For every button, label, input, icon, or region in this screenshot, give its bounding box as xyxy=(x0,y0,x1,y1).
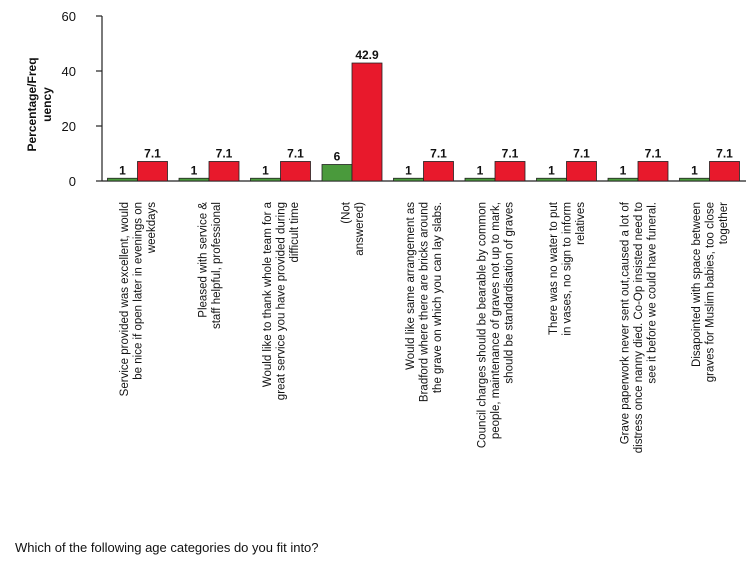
category-label-text: There was no water to put in vases, no si… xyxy=(548,201,587,335)
y-tick-label: 40 xyxy=(62,64,76,79)
category-label-text: Would like to thank whole team for a grea… xyxy=(262,201,301,400)
category-label-line: weekdays xyxy=(146,202,158,254)
category-label: Would like same arrangement as Bradford w… xyxy=(405,202,444,402)
category-label-line: Disapointed with space between xyxy=(691,202,703,367)
category-label-line: people, maintenance of graves not up to … xyxy=(490,202,502,439)
category-label-line: Would like same arrangement as xyxy=(405,202,417,370)
bar-percentage xyxy=(637,161,669,182)
data-label-percentage: 7.1 xyxy=(716,146,733,160)
y-tick-label: 0 xyxy=(69,174,76,189)
bar-percentage xyxy=(280,161,311,182)
category-label-text: Pleased with service & staff helpful, pro… xyxy=(197,202,223,329)
bar-percentage xyxy=(208,161,240,182)
data-label-frequency: 1 xyxy=(405,163,412,177)
data-label-frequency: 1 xyxy=(620,163,627,177)
data-label-percentage: 7.1 xyxy=(144,146,161,160)
data-label-frequency: 1 xyxy=(262,163,269,177)
category-label: Council charges should be bearable by co… xyxy=(477,202,516,448)
data-label-percentage: 7.1 xyxy=(216,146,233,160)
category-label-line: should be standardisation of graves xyxy=(504,202,516,384)
category-label-line: in vases, no sign to inform xyxy=(562,202,574,336)
data-label-frequency: 1 xyxy=(691,163,698,177)
data-label-percentage: 7.1 xyxy=(573,146,590,160)
data-label-frequency: 1 xyxy=(477,163,484,177)
category-label-line: answered) xyxy=(354,202,366,256)
footer-question: Which of the following age categories do… xyxy=(15,540,319,555)
bar-frequency xyxy=(393,177,424,182)
y-axis-label-line: Percentage/Freq xyxy=(25,57,39,151)
category-label-line: be nice if open later in evenings on xyxy=(133,202,145,380)
category-label-text: (Not answered) xyxy=(340,201,366,255)
y-axis-label-line: uency xyxy=(40,87,54,122)
category-label: Disapointed with space between graves for… xyxy=(691,202,730,382)
category-label: Pleased with service & staff helpful, pro… xyxy=(197,202,223,329)
category-label: Would like to thank whole team for a grea… xyxy=(262,201,301,400)
bar-frequency xyxy=(536,177,567,182)
category-label-line: the grave on which you can lay slabs. xyxy=(432,202,444,393)
bar-frequency xyxy=(178,177,210,182)
data-label-frequency: 6 xyxy=(334,150,341,164)
bar-frequency xyxy=(321,164,353,182)
category-label-line: Grave paperwork never sent out,caused a … xyxy=(620,201,632,444)
category-label-text: Grave paperwork never sent out,caused a … xyxy=(620,201,659,453)
category-label-line: distress once nanny died. Co-Op insisted… xyxy=(633,202,645,453)
bar-percentage xyxy=(566,161,597,182)
bar-percentage xyxy=(709,161,740,182)
category-label: There was no water to put in vases, no si… xyxy=(548,201,587,335)
y-tick-label: 20 xyxy=(62,119,76,134)
category-label-line: Bradford where there are bricks around xyxy=(419,202,431,402)
bar-percentage xyxy=(494,161,526,182)
category-label-line: staff helpful, professional xyxy=(211,202,223,329)
category-label-line: graves for Muslim babies, too close xyxy=(705,202,717,382)
category-label-text: Would like same arrangement as Bradford w… xyxy=(405,202,444,402)
data-label-percentage: 7.1 xyxy=(430,146,447,160)
data-label-percentage: 7.1 xyxy=(502,146,519,160)
category-labels: Service provided was excellent, would be … xyxy=(119,201,730,453)
category-label: (Not answered) xyxy=(340,201,366,255)
bar-percentage xyxy=(423,161,454,182)
bar-frequency xyxy=(250,177,281,182)
data-label-percentage: 7.1 xyxy=(645,146,662,160)
y-tick-label: 60 xyxy=(62,9,76,24)
bars xyxy=(107,62,740,182)
data-label-percentage: 42.9 xyxy=(355,48,379,62)
category-label-text: Council charges should be bearable by co… xyxy=(477,202,516,448)
bar-percentage xyxy=(137,161,168,182)
category-label-line: Pleased with service & xyxy=(197,202,209,318)
category-label-line: difficult time xyxy=(289,202,301,263)
data-label-percentage: 7.1 xyxy=(287,146,304,160)
data-label-frequency: 1 xyxy=(119,163,126,177)
category-label-line: Council charges should be bearable by co… xyxy=(477,202,489,448)
bar-frequency xyxy=(107,177,138,182)
category-label-text: Disapointed with space between graves for… xyxy=(691,202,730,382)
category-label-line: Service provided was excellent, would xyxy=(119,202,131,396)
category-label-line: together xyxy=(718,202,730,244)
bar-frequency xyxy=(607,177,639,182)
category-label-line: great service you have provided during xyxy=(276,202,288,400)
y-axis-label: Percentage/Frequency xyxy=(25,57,54,151)
category-label-line: Would like to thank whole team for a xyxy=(262,201,274,387)
category-label-line: There was no water to put xyxy=(548,201,560,335)
category-label-line: relatives xyxy=(575,202,587,245)
data-label-frequency: 1 xyxy=(548,163,555,177)
category-label: Grave paperwork never sent out,caused a … xyxy=(620,201,659,453)
data-label-frequency: 1 xyxy=(191,163,198,177)
bar-frequency xyxy=(679,177,710,182)
data-labels: 1 7.1 1 7.1 1 7.1 6 42.9 1 7.1 1 7.1 1 7.1 1 7.1 1 7.1 xyxy=(119,48,733,177)
category-label: Service provided was excellent, would be … xyxy=(119,202,158,397)
bar-percentage xyxy=(351,62,383,182)
category-label-line: see it before we could have funeral. xyxy=(647,202,659,384)
bar-frequency xyxy=(464,177,496,182)
category-label-line: (Not xyxy=(340,201,352,224)
category-label-text: Service provided was excellent, would be … xyxy=(119,202,158,397)
